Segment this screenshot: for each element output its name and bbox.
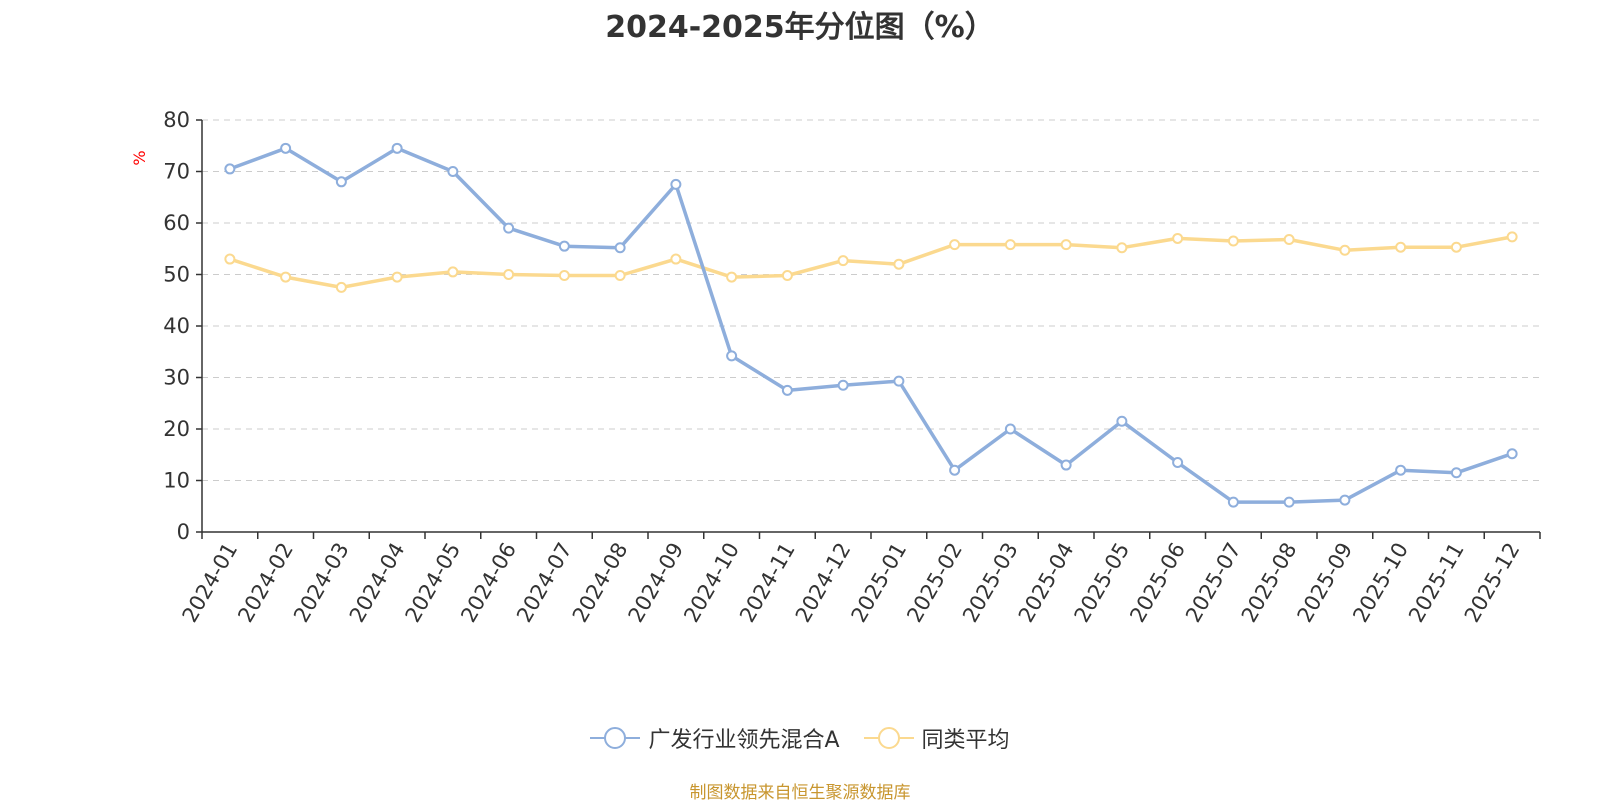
point-b-2025-05 xyxy=(1116,242,1128,254)
y-tick-label-10: 10 xyxy=(163,469,190,493)
point-b-2024-03 xyxy=(335,281,347,293)
legend-marker-series-a xyxy=(590,727,641,749)
x-tick-label-2025-02: 2025-02 xyxy=(902,539,967,627)
source-note: 制图数据来自恒生聚源数据库 xyxy=(689,783,911,803)
point-a-2025-05 xyxy=(1116,415,1128,427)
point-b-2025-12 xyxy=(1506,231,1518,243)
x-tick-label-2025-10: 2025-10 xyxy=(1348,539,1413,627)
x-tick-label-2024-01: 2024-01 xyxy=(178,539,243,627)
x-tick-label-2025-11: 2025-11 xyxy=(1404,539,1469,627)
y-tick-label-70: 70 xyxy=(163,160,190,184)
legend-item-series-a[interactable]: 广发行业领先混合A xyxy=(590,722,840,754)
point-a-2025-06 xyxy=(1172,456,1184,468)
y-tick-label-0: 0 xyxy=(177,520,190,544)
y-axis-label: % xyxy=(130,150,149,165)
point-a-2024-10 xyxy=(726,350,738,362)
y-tick-label-40: 40 xyxy=(163,314,190,338)
y-tick-label-60: 60 xyxy=(163,211,190,235)
axis-layer: 010203040506070802024-012024-022024-0320… xyxy=(163,108,1541,627)
point-a-2024-12 xyxy=(837,379,849,391)
point-b-2025-11 xyxy=(1450,241,1462,253)
point-b-2024-08 xyxy=(614,270,626,282)
point-a-2024-07 xyxy=(558,240,570,252)
point-a-2025-07 xyxy=(1227,496,1239,508)
series-line-a xyxy=(229,146,1513,504)
y-tick-label-30: 30 xyxy=(163,366,190,390)
point-b-2025-01 xyxy=(893,258,905,270)
y-tick-label-50: 50 xyxy=(163,263,190,287)
x-tick-label-2025-08: 2025-08 xyxy=(1237,539,1302,627)
point-b-2025-07 xyxy=(1227,235,1239,247)
point-b-2024-11 xyxy=(781,270,793,282)
x-tick-label-2025-01: 2025-01 xyxy=(847,539,912,627)
point-b-2025-02 xyxy=(949,239,961,251)
point-b-2024-06 xyxy=(503,269,515,280)
point-a-2025-02 xyxy=(949,464,961,476)
point-a-2024-08 xyxy=(614,242,626,254)
point-a-2025-03 xyxy=(1004,423,1016,435)
x-tick-label-2024-10: 2024-10 xyxy=(679,539,744,627)
series-line-b xyxy=(229,235,1513,290)
point-a-2024-11 xyxy=(781,384,793,396)
x-tick-label-2025-06: 2025-06 xyxy=(1125,539,1190,627)
point-b-2025-06 xyxy=(1172,232,1184,244)
x-tick-label-2024-06: 2024-06 xyxy=(456,539,521,627)
point-a-2024-01 xyxy=(224,163,236,175)
point-b-2025-09 xyxy=(1339,244,1351,256)
x-tick-label-2024-12: 2024-12 xyxy=(791,539,856,627)
legend-label-series-a: 广发行业领先混合A xyxy=(648,728,840,753)
grid-layer xyxy=(202,119,1540,481)
point-a-2025-10 xyxy=(1395,464,1407,476)
point-a-2025-08 xyxy=(1283,496,1295,508)
x-tick-label-2024-05: 2024-05 xyxy=(401,539,466,627)
chart-title: 2024-2025年分位图（%） xyxy=(605,10,995,45)
point-b-2025-04 xyxy=(1060,239,1072,251)
point-b-2024-01 xyxy=(224,253,236,265)
point-a-2024-02 xyxy=(280,142,292,154)
series-layer xyxy=(224,142,1518,508)
x-tick-label-2025-04: 2025-04 xyxy=(1014,539,1079,627)
x-tick-label-2024-08: 2024-08 xyxy=(568,539,633,627)
point-b-2025-03 xyxy=(1004,239,1016,251)
point-a-2025-09 xyxy=(1339,494,1351,506)
point-a-2025-04 xyxy=(1060,459,1072,471)
x-tick-label-2024-02: 2024-02 xyxy=(233,539,298,627)
y-tick-label-20: 20 xyxy=(163,417,190,441)
point-a-2025-11 xyxy=(1450,467,1462,479)
x-tick-label-2024-11: 2024-11 xyxy=(735,539,800,627)
legend: 广发行业领先混合A 同类平均 xyxy=(0,722,1600,754)
legend-item-series-b[interactable]: 同类平均 xyxy=(863,722,1010,754)
point-b-2024-07 xyxy=(558,270,570,282)
x-tick-label-2025-12: 2025-12 xyxy=(1460,539,1525,627)
y-tick-label-80: 80 xyxy=(163,108,190,132)
legend-marker-series-b xyxy=(863,727,914,749)
point-a-2024-04 xyxy=(391,142,403,154)
point-b-2025-08 xyxy=(1283,233,1295,245)
point-b-2024-12 xyxy=(837,255,849,267)
x-tick-label-2024-03: 2024-03 xyxy=(289,539,354,627)
x-tick-label-2025-07: 2025-07 xyxy=(1181,539,1246,627)
point-b-2024-04 xyxy=(391,271,403,283)
point-a-2025-01 xyxy=(893,375,905,387)
point-b-2024-05 xyxy=(447,266,459,278)
point-b-2025-10 xyxy=(1395,241,1407,253)
point-a-2024-03 xyxy=(335,176,347,188)
x-tick-label-2025-03: 2025-03 xyxy=(958,539,1023,627)
point-a-2025-12 xyxy=(1506,448,1518,460)
point-a-2024-09 xyxy=(670,178,682,190)
legend-label-series-b: 同类平均 xyxy=(921,728,1010,753)
point-b-2024-02 xyxy=(280,271,292,283)
x-tick-label-2025-05: 2025-05 xyxy=(1070,539,1135,627)
x-tick-label-2025-09: 2025-09 xyxy=(1293,539,1358,627)
point-a-2024-06 xyxy=(503,222,515,234)
x-tick-label-2024-09: 2024-09 xyxy=(624,539,689,627)
x-tick-label-2024-04: 2024-04 xyxy=(345,539,410,627)
point-b-2024-09 xyxy=(670,253,682,265)
point-b-2024-10 xyxy=(726,271,738,283)
point-a-2024-05 xyxy=(447,166,459,177)
x-tick-label-2024-07: 2024-07 xyxy=(512,539,577,627)
